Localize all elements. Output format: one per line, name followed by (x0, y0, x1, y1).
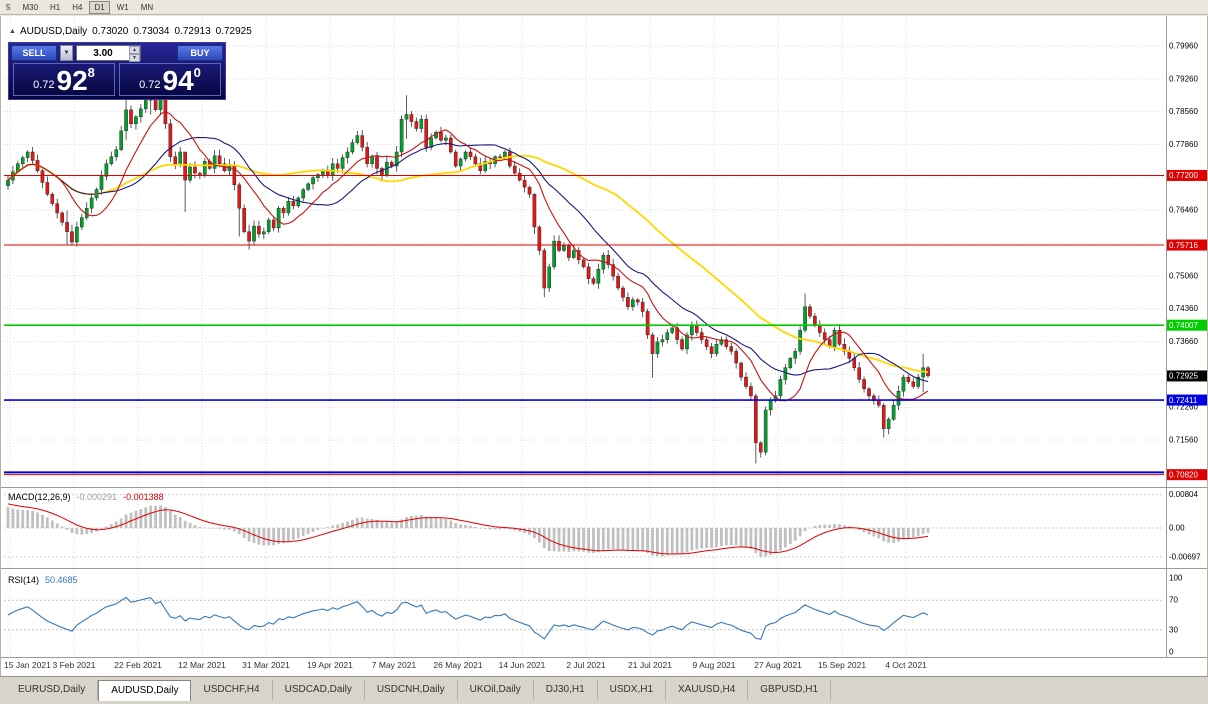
timeframe-button-d1[interactable]: D1 (89, 0, 110, 14)
rsi-grid (4, 599, 1164, 631)
svg-text:0.76460: 0.76460 (1169, 206, 1198, 215)
chart-tab-ukoil-daily[interactable]: UKOil,Daily (458, 680, 534, 700)
svg-text:0.00804: 0.00804 (1169, 490, 1198, 499)
svg-text:15 Sep 2021: 15 Sep 2021 (818, 660, 866, 670)
svg-text:0.71560: 0.71560 (1169, 435, 1198, 444)
timeframe-button-h4[interactable]: H4 (67, 1, 87, 14)
horizontal-levels (4, 174, 1164, 476)
svg-text:0.00: 0.00 (1169, 524, 1185, 533)
sell-price-big: 92 (56, 65, 88, 96)
ma-45-line (7, 154, 929, 373)
svg-text:3 Feb 2021: 3 Feb 2021 (52, 660, 95, 670)
svg-text:-0.00697: -0.00697 (1169, 552, 1201, 561)
buy-button[interactable]: BUY (177, 45, 223, 61)
chart-title: ▲ AUDUSD,Daily 0.73020 0.73034 0.72913 0.7292… (9, 26, 257, 37)
svg-text:7 May 2021: 7 May 2021 (372, 660, 417, 670)
svg-text:12 Mar 2021: 12 Mar 2021 (178, 660, 226, 670)
timeframe-button-5[interactable]: 5 (1, 1, 15, 14)
svg-text:0.74360: 0.74360 (1169, 304, 1198, 313)
chart-tab-usdchf-h4[interactable]: USDCHF,H4 (191, 680, 273, 700)
sell-price-prefix: 0.72 (33, 79, 55, 91)
chart-tab-gbpusd-h1[interactable]: GBPUSD,H1 (748, 680, 832, 700)
ohlc-open: 0.73020 (92, 26, 129, 37)
svg-text:14 Jun 2021: 14 Jun 2021 (499, 660, 546, 670)
svg-text:26 May 2021: 26 May 2021 (433, 660, 482, 670)
rsi-label: RSI(14) 50.4685 (8, 575, 78, 585)
volume-input[interactable] (77, 46, 129, 60)
timeframe-toolbar: 5 M30 H1 H4 D1 W1 MN (0, 0, 1208, 15)
chart-tab-xauusd-h4[interactable]: XAUUSD,H4 (666, 680, 749, 700)
svg-text:100: 100 (1169, 574, 1183, 583)
sell-price-sup: 8 (87, 65, 95, 80)
svg-text:0.72260: 0.72260 (1169, 403, 1198, 412)
timeframe-button-m30[interactable]: M30 (17, 1, 43, 14)
timeframe-button-h1[interactable]: H1 (45, 1, 65, 14)
price-badges: 0.77200 0.75716 0.74007 0.72411 0.70820 0.729… (1167, 169, 1207, 481)
svg-text:21 Jul 2021: 21 Jul 2021 (628, 660, 672, 670)
svg-text:0.79960: 0.79960 (1169, 42, 1198, 51)
svg-text:0: 0 (1169, 648, 1174, 657)
chart-tab-usdx-h1[interactable]: USDX,H1 (598, 680, 667, 700)
rsi-line (7, 596, 929, 640)
ohlc-high: 0.73034 (133, 26, 170, 37)
svg-text:15 Jan 2021: 15 Jan 2021 (4, 660, 51, 670)
sell-button[interactable]: SELL (11, 45, 57, 61)
candlesticks (6, 87, 930, 464)
chevron-down-icon: ▼ (63, 50, 70, 56)
chart-tab-usdcnh-daily[interactable]: USDCNH,Daily (365, 680, 458, 700)
svg-text:27 Aug 2021: 27 Aug 2021 (754, 660, 802, 670)
svg-text:22 Feb 2021: 22 Feb 2021 (114, 660, 162, 670)
buy-price-sup: 0 (193, 65, 201, 80)
chart-tab-eurusd-daily[interactable]: EURUSD,Daily (6, 680, 99, 700)
svg-text:0.75716: 0.75716 (1169, 241, 1198, 250)
svg-text:0.79260: 0.79260 (1169, 74, 1198, 83)
svg-text:19 Apr 2021: 19 Apr 2021 (307, 660, 353, 670)
chart-tabs-bar: EURUSD,Daily AUDUSD,Daily USDCHF,H4 USDCAD,… (0, 676, 1208, 704)
chart-tab-usdcad-daily[interactable]: USDCAD,Daily (273, 680, 365, 700)
sell-price-display[interactable]: 0.72 92 8 (13, 63, 115, 96)
svg-text:31 Mar 2021: 31 Mar 2021 (242, 660, 290, 670)
svg-text:0.75060: 0.75060 (1169, 271, 1198, 280)
ohlc-low: 0.72913 (174, 26, 211, 37)
ohlc-close: 0.72925 (215, 26, 252, 37)
macd-histogram (6, 505, 930, 557)
order-options-dropdown[interactable]: ▼ (60, 45, 73, 61)
volume-field: ▲ ▼ (76, 45, 141, 62)
buy-price-prefix: 0.72 (139, 79, 161, 91)
svg-text:0.74007: 0.74007 (1169, 321, 1198, 330)
svg-text:30: 30 (1169, 625, 1178, 634)
svg-text:9 Aug 2021: 9 Aug 2021 (692, 660, 735, 670)
svg-text:0.78560: 0.78560 (1169, 107, 1198, 116)
svg-text:0.77860: 0.77860 (1169, 140, 1198, 149)
chart-tab-dj30-h1[interactable]: DJ30,H1 (534, 680, 598, 700)
svg-text:70: 70 (1169, 596, 1178, 605)
svg-text:0.77200: 0.77200 (1169, 171, 1198, 180)
svg-text:0.70820: 0.70820 (1169, 470, 1198, 479)
svg-text:2 Jul 2021: 2 Jul 2021 (566, 660, 605, 670)
svg-text:0.72925: 0.72925 (1169, 372, 1198, 381)
svg-text:4 Oct 2021: 4 Oct 2021 (885, 660, 927, 670)
svg-text:0.72411: 0.72411 (1169, 396, 1198, 405)
panel-toggle-icon[interactable]: ▲ (9, 28, 16, 35)
ma-20-line (7, 136, 929, 383)
volume-decrease-button[interactable]: ▼ (129, 54, 140, 62)
macd-signal-line (7, 503, 929, 555)
buy-price-display[interactable]: 0.72 94 0 (119, 63, 221, 96)
svg-text:0.73660: 0.73660 (1169, 337, 1198, 346)
chart-background (0, 16, 1208, 676)
volume-stepper: ▲ ▼ (129, 46, 140, 62)
timeframe-button-mn[interactable]: MN (136, 1, 158, 14)
chart-symbol-label: AUDUSD,Daily (19, 26, 88, 37)
chart-tab-audusd-daily[interactable]: AUDUSD,Daily (98, 680, 192, 701)
ma-10-line (7, 110, 929, 402)
volume-increase-button[interactable]: ▲ (129, 46, 140, 54)
buy-price-big: 94 (162, 65, 194, 96)
date-axis: 15 Jan 2021 3 Feb 2021 22 Feb 2021 12 Mar 2… (4, 660, 927, 670)
timeframe-button-w1[interactable]: W1 (112, 1, 134, 14)
macd-label: MACD(12,26,9) -0.000291 -0.001388 (8, 492, 164, 502)
